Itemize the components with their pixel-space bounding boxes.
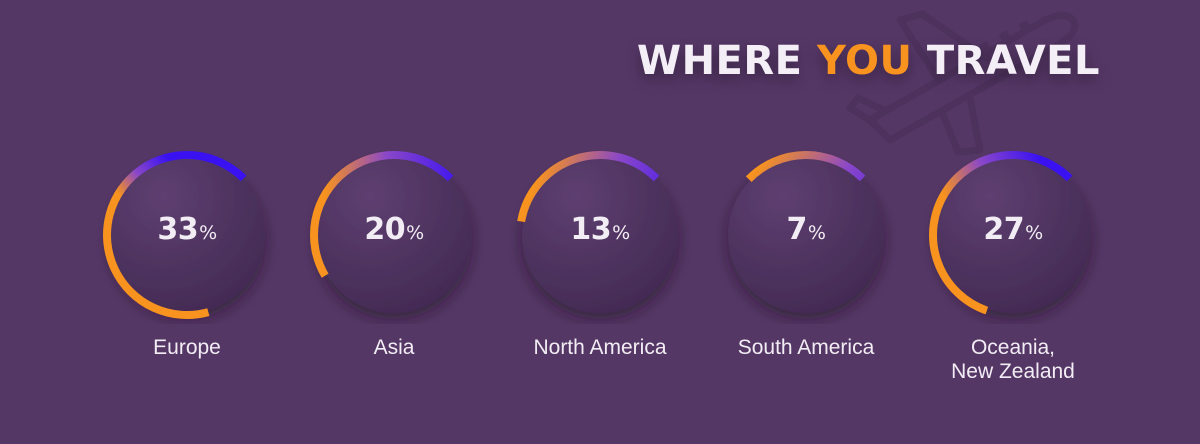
region-label: Asia bbox=[294, 336, 494, 360]
percent-unit: % bbox=[406, 222, 424, 244]
region-label-line: South America bbox=[737, 336, 875, 359]
donut-ring: 20% bbox=[294, 150, 494, 324]
donut-arc bbox=[103, 151, 247, 319]
title-prefix: WHERE bbox=[636, 38, 817, 84]
percent-unit: % bbox=[612, 222, 630, 244]
page-title: WHERE YOU TRAVEL bbox=[637, 38, 1100, 84]
donut-arc bbox=[517, 151, 660, 223]
region-label: Oceania, New Zealand bbox=[913, 336, 1113, 384]
region-label-line: Oceania, bbox=[970, 336, 1056, 359]
percent-number: 20 bbox=[364, 212, 406, 247]
percent-value: 7% bbox=[706, 212, 906, 247]
donut-arc bbox=[929, 151, 1073, 315]
region-label-line: New Zealand bbox=[951, 360, 1075, 383]
donut-svg bbox=[728, 151, 884, 313]
donut-svg bbox=[103, 151, 265, 319]
donut-disc bbox=[935, 157, 1091, 313]
percent-number: 27 bbox=[983, 212, 1025, 247]
donut-item: 33% Europe bbox=[87, 150, 287, 360]
donut-ring: 13% bbox=[500, 150, 700, 324]
donut-svg bbox=[929, 151, 1091, 315]
donut-ring: 33% bbox=[87, 150, 287, 324]
title-suffix: TRAVEL bbox=[912, 38, 1100, 84]
donut-item: 7% South America bbox=[706, 150, 906, 360]
region-label: South America bbox=[706, 336, 906, 360]
percent-unit: % bbox=[807, 222, 826, 244]
title-accent: YOU bbox=[816, 38, 913, 84]
donut-item: 20% Asia bbox=[294, 150, 494, 360]
donut-ring: 7% bbox=[706, 150, 906, 324]
percent-value: 20% bbox=[294, 212, 494, 247]
percent-number: 7 bbox=[786, 212, 808, 247]
donut-disc bbox=[522, 157, 678, 313]
donut-item: 13% North America bbox=[500, 150, 700, 360]
region-label-line: North America bbox=[533, 336, 667, 359]
donut-ring: 27% bbox=[913, 150, 1113, 324]
donut-arc bbox=[310, 151, 454, 278]
region-label: North America bbox=[500, 336, 700, 360]
region-label-line: Europe bbox=[153, 336, 221, 359]
region-label-line: Asia bbox=[373, 336, 415, 359]
airplane-icon bbox=[846, 10, 1079, 156]
percent-value: 33% bbox=[87, 212, 287, 247]
percent-value: 13% bbox=[500, 212, 700, 247]
donut-arc bbox=[745, 151, 866, 182]
donut-svg bbox=[517, 151, 678, 313]
percent-number: 13 bbox=[570, 212, 612, 247]
donut-disc bbox=[728, 157, 884, 313]
donut-svg bbox=[310, 151, 472, 313]
percent-number: 33 bbox=[157, 212, 199, 247]
donut-item: 27% Oceania, New Zealand bbox=[913, 150, 1113, 384]
percent-unit: % bbox=[199, 222, 217, 244]
percent-value: 27% bbox=[913, 212, 1113, 247]
donut-disc bbox=[316, 157, 472, 313]
region-label: Europe bbox=[87, 336, 287, 360]
percent-unit: % bbox=[1025, 222, 1043, 244]
donut-disc bbox=[109, 157, 265, 313]
